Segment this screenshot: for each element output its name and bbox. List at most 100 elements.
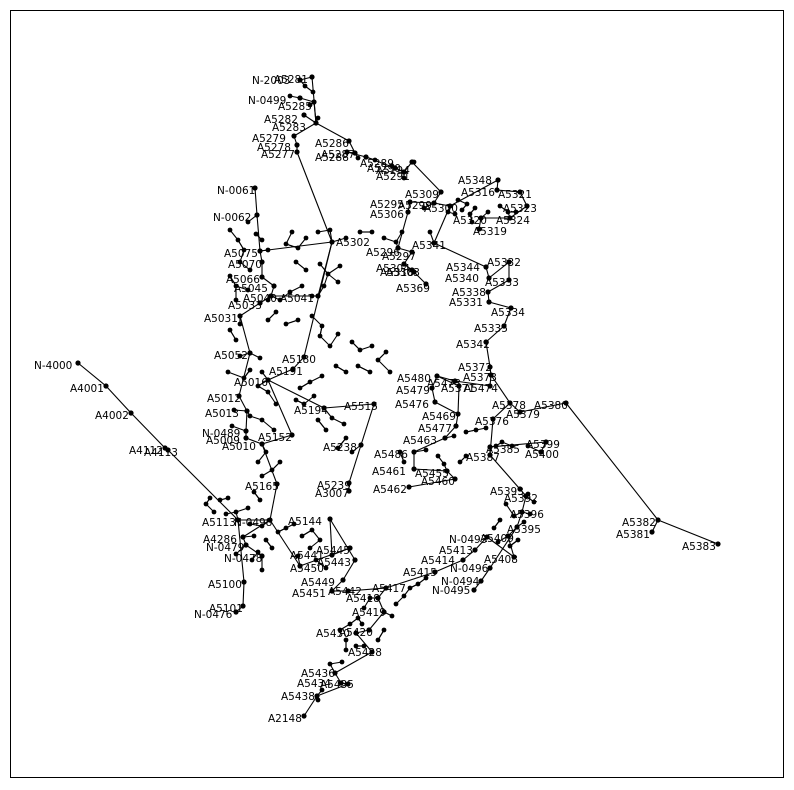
node-n8 <box>294 142 300 148</box>
node-n48 <box>434 373 440 379</box>
node-extra-51 <box>295 317 301 323</box>
node-extra-57 <box>349 339 355 345</box>
network-nodes <box>75 74 721 719</box>
node-extra-68 <box>307 379 313 385</box>
node-n86 <box>329 588 335 594</box>
node-extra-172 <box>343 637 349 643</box>
node-n79 <box>487 565 493 571</box>
edge-n4-n6 <box>313 101 317 124</box>
node-extra-131 <box>253 231 259 237</box>
node-extra-73 <box>315 417 321 423</box>
node-label-n77: A5414 <box>421 555 455 567</box>
node-extra-185 <box>343 647 349 653</box>
node-extra-42 <box>321 283 327 289</box>
node-label-n140: A5031 <box>204 313 238 325</box>
edge-extra-136 <box>227 371 245 379</box>
edge-n94-n95 <box>316 683 349 697</box>
node-label-n87: A5449 <box>301 577 335 589</box>
node-label-n135: A5450 <box>290 563 324 575</box>
node-extra-45 <box>287 289 293 295</box>
node-n52 <box>432 399 438 405</box>
node-label-n5: A5282 <box>264 114 298 126</box>
edge-n48-n143 <box>436 375 460 387</box>
node-extra-63 <box>367 369 373 375</box>
node-label-n10: A5286 <box>315 138 349 150</box>
node-n130 <box>259 259 265 265</box>
node-extra-39 <box>325 271 331 277</box>
node-label-n127: A5041 <box>280 293 314 305</box>
node-label-n93: A5434 <box>297 678 331 690</box>
node-extra-53 <box>319 323 325 329</box>
node-label-n34: A5320 <box>453 215 487 227</box>
node-label-n88: A5443 <box>317 557 351 569</box>
node-extra-46 <box>277 297 283 303</box>
node-n129 <box>259 274 265 280</box>
node-extra-167 <box>361 605 367 611</box>
node-extra-145 <box>499 439 505 445</box>
node-n103 <box>243 428 249 434</box>
node-extra-28 <box>357 229 363 235</box>
node-extra-87 <box>271 427 277 433</box>
edge-n51-n50 <box>454 380 491 387</box>
node-label-n132: A5385 <box>486 444 520 456</box>
network-labels: N-2003A5281N-0499A5285A5282A5283A5279A52… <box>34 74 716 725</box>
node-label-n101: A5152 <box>258 432 292 444</box>
node-n90 <box>353 630 359 636</box>
node-extra-52 <box>309 313 315 319</box>
node-n89 <box>329 552 335 558</box>
node-label-n105: A5012 <box>207 393 241 405</box>
node-label-n120: N-0478 <box>224 553 262 565</box>
node-extra-37 <box>303 267 309 273</box>
edge-n100-n99 <box>360 403 375 446</box>
node-extra-35 <box>283 241 289 247</box>
node-extra-20 <box>497 203 503 209</box>
node-label-n61: A5400 <box>525 449 559 461</box>
node-label-n124: N-0062 <box>213 212 251 224</box>
node-n138 <box>247 350 253 356</box>
node-extra-153 <box>503 501 509 507</box>
node-extra-98 <box>217 497 223 503</box>
node-label-n95: A5438 <box>281 691 315 703</box>
edge-n87-n88 <box>342 559 356 581</box>
edge-n22-n109 <box>303 241 333 358</box>
node-n50 <box>452 378 458 384</box>
node-label-n96: A2148 <box>268 713 302 725</box>
node-extra-135 <box>241 375 247 381</box>
node-n132 <box>487 444 493 450</box>
node-extra-21 <box>505 209 511 215</box>
node-extra-55 <box>327 343 333 349</box>
node-extra-139 <box>229 423 235 429</box>
node-extra-107 <box>275 529 281 535</box>
node-label-n90: A5430 <box>316 628 350 640</box>
network-plot-frame <box>10 10 784 778</box>
node-extra-117 <box>259 567 265 573</box>
node-extra-96 <box>233 509 239 515</box>
node-extra-148 <box>525 491 531 497</box>
node-n66 <box>452 476 458 482</box>
node-extra-70 <box>293 397 299 403</box>
node-label-n89: A5441 <box>290 550 324 562</box>
node-n71 <box>519 509 525 515</box>
node-n81 <box>471 587 477 593</box>
node-extra-66 <box>333 363 339 369</box>
node-label-n94: A5435 <box>320 679 354 691</box>
edge-n138-n105 <box>238 352 251 397</box>
node-label-n86: A5451 <box>292 588 326 600</box>
node-extra-3 <box>302 83 308 89</box>
node-label-n85: A5442 <box>328 586 362 598</box>
node-label-n108: A5191 <box>269 366 303 378</box>
edge-n36-n37 <box>433 242 487 268</box>
node-n104 <box>244 408 250 414</box>
node-n118 <box>240 534 246 540</box>
node-label-n112: A4002 <box>95 410 129 422</box>
node-extra-67 <box>319 373 325 379</box>
node-n77 <box>460 557 466 563</box>
node-extra-29 <box>343 235 349 241</box>
node-extra-186 <box>319 687 325 693</box>
node-label-n118: A4286 <box>203 534 237 546</box>
node-extra-115 <box>233 551 239 557</box>
node-n4 <box>311 99 317 105</box>
edge-n108-n106 <box>267 368 294 381</box>
node-n44 <box>501 323 507 329</box>
edge-n20-n21 <box>433 202 451 207</box>
